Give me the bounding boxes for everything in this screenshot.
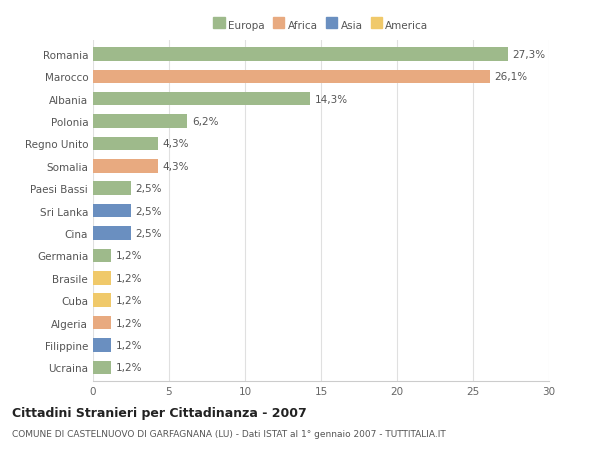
Text: Cittadini Stranieri per Cittadinanza - 2007: Cittadini Stranieri per Cittadinanza - 2… xyxy=(12,406,307,419)
Bar xyxy=(93,361,111,374)
Text: 1,2%: 1,2% xyxy=(116,273,142,283)
Text: 1,2%: 1,2% xyxy=(116,318,142,328)
Text: 1,2%: 1,2% xyxy=(116,251,142,261)
Bar xyxy=(93,294,111,307)
Text: 2,5%: 2,5% xyxy=(136,229,162,239)
Bar xyxy=(93,271,111,285)
Text: 1,2%: 1,2% xyxy=(116,363,142,373)
Bar xyxy=(93,316,111,330)
Text: 1,2%: 1,2% xyxy=(116,296,142,306)
Text: 14,3%: 14,3% xyxy=(315,95,348,104)
Bar xyxy=(93,48,508,62)
Text: 4,3%: 4,3% xyxy=(163,139,190,149)
Text: 2,5%: 2,5% xyxy=(136,184,162,194)
Bar xyxy=(93,182,131,196)
Bar xyxy=(93,137,158,151)
Bar xyxy=(93,339,111,352)
Text: 1,2%: 1,2% xyxy=(116,340,142,350)
Legend: Europa, Africa, Asia, America: Europa, Africa, Asia, America xyxy=(211,18,431,33)
Bar xyxy=(93,115,187,129)
Text: 26,1%: 26,1% xyxy=(494,72,527,82)
Bar xyxy=(93,160,158,173)
Bar xyxy=(93,227,131,240)
Text: 2,5%: 2,5% xyxy=(136,206,162,216)
Text: 4,3%: 4,3% xyxy=(163,162,190,172)
Text: 6,2%: 6,2% xyxy=(192,117,218,127)
Bar xyxy=(93,93,310,106)
Text: 27,3%: 27,3% xyxy=(512,50,545,60)
Text: COMUNE DI CASTELNUOVO DI GARFAGNANA (LU) - Dati ISTAT al 1° gennaio 2007 - TUTTI: COMUNE DI CASTELNUOVO DI GARFAGNANA (LU)… xyxy=(12,429,446,438)
Bar xyxy=(93,204,131,218)
Bar xyxy=(93,70,490,84)
Bar xyxy=(93,249,111,263)
